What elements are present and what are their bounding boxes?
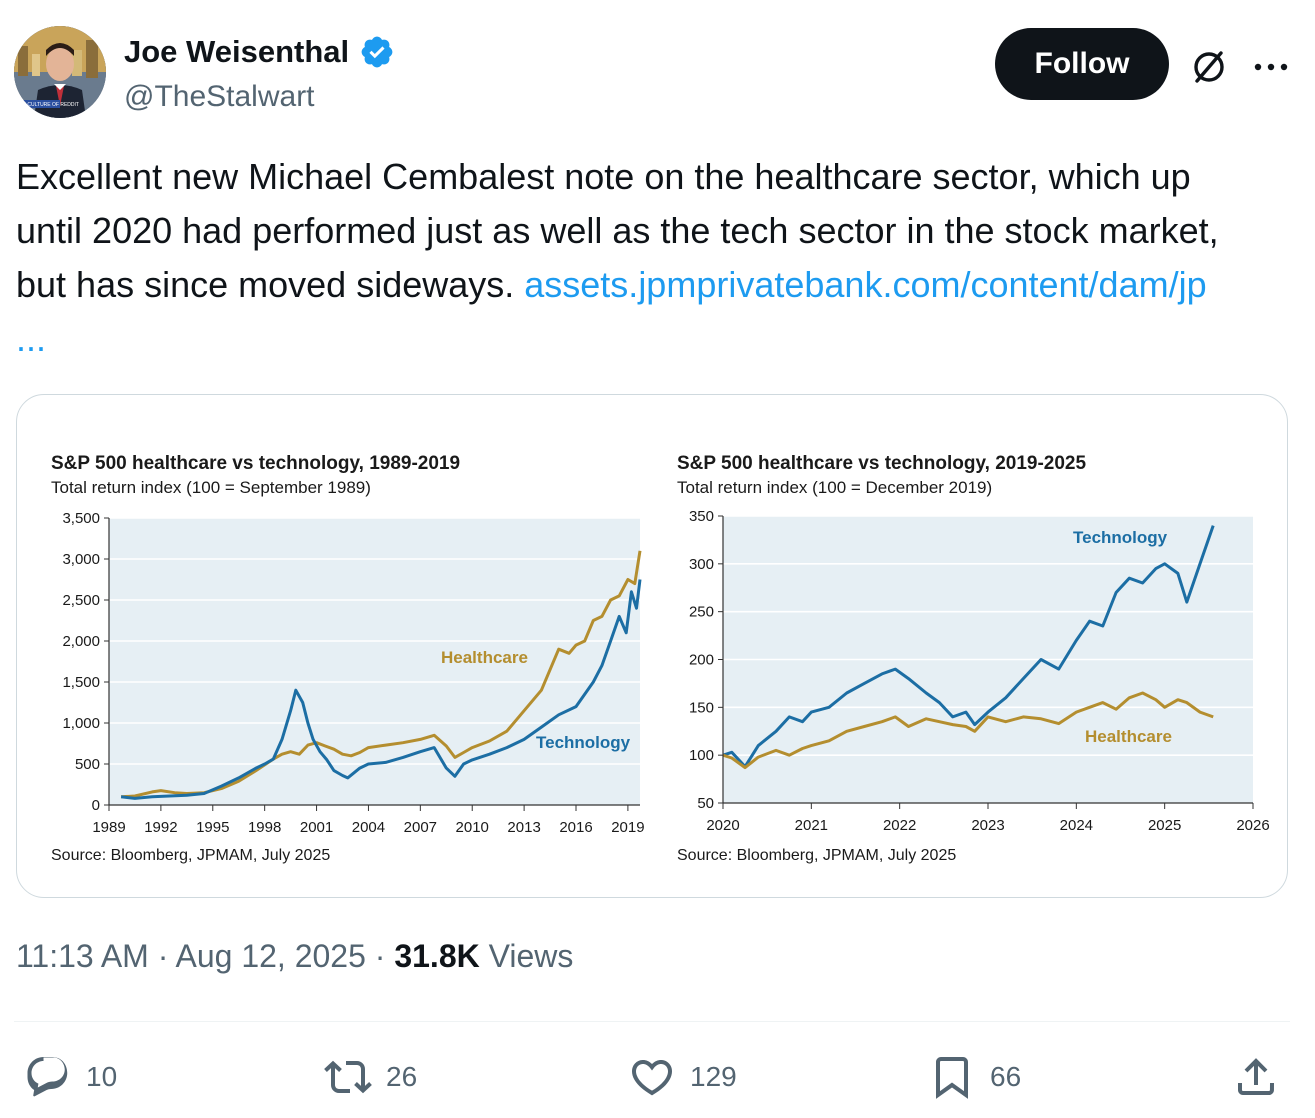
x-tick-label: 2022	[883, 817, 916, 834]
chart-right-source: Source: Bloomberg, JPMAM, July 2025	[677, 847, 956, 864]
chart-left-plot-area	[109, 518, 640, 805]
y-tick-label: 1,000	[62, 715, 100, 732]
display-name[interactable]: Joe Weisenthal	[124, 34, 350, 69]
retweet-button[interactable]: 26	[324, 1044, 417, 1110]
action-bar: 10 26 129 66	[0, 1044, 1315, 1110]
chart-left-subtitle: Total return index (100 = September 1989…	[51, 478, 371, 497]
tweet-text-line-2: until 2020 had performed just as well as…	[16, 210, 1219, 251]
chart-image: S&P 500 healthcare vs technology, 1989-2…	[51, 453, 1270, 864]
y-tick-label: 2,500	[62, 592, 100, 609]
x-tick-label: 2020	[706, 817, 739, 834]
reply-button[interactable]: 10	[24, 1044, 117, 1110]
series-label-technology: Technology	[1073, 528, 1168, 547]
share-button[interactable]	[1232, 1044, 1280, 1110]
like-button[interactable]: 129	[628, 1044, 737, 1110]
x-tick-label: 1989	[92, 819, 125, 836]
x-tick-label: 2004	[352, 819, 385, 836]
tweet-meta: 11:13 AM · Aug 12, 2025 · 31.8K Views	[16, 938, 573, 975]
tweet-text-line-3: but has since moved sideways. assets.jpm…	[16, 258, 1306, 312]
meta-separator: ·	[365, 938, 395, 974]
x-tick-label: 2007	[404, 819, 437, 836]
y-tick-label: 200	[689, 652, 714, 669]
y-tick-label: 150	[689, 699, 714, 716]
y-tick-label: 3,000	[62, 551, 100, 568]
y-tick-label: 350	[689, 508, 714, 525]
x-tick-label: 2016	[559, 819, 592, 836]
series-line-technology	[120, 579, 642, 800]
x-tick-label: 2023	[971, 817, 1004, 834]
retweet-count: 26	[386, 1061, 418, 1092]
chart-right-subtitle: Total return index (100 = December 2019)	[677, 478, 992, 497]
tweet-text: Excellent new Michael Cembalest note on …	[16, 150, 1306, 366]
y-tick-label: 300	[689, 556, 714, 573]
series-line-healthcare	[722, 691, 1214, 770]
bookmark-icon	[936, 1057, 968, 1099]
share-icon	[1238, 1058, 1274, 1095]
y-tick-label: 500	[75, 756, 100, 773]
y-tick-label: 0	[92, 797, 100, 814]
divider	[14, 1021, 1290, 1022]
chart-right-title: S&P 500 healthcare vs technology, 2019-2…	[677, 453, 1086, 474]
views-count: 31.8K	[394, 938, 480, 974]
y-tick-label: 250	[689, 604, 714, 621]
heart-icon	[631, 1060, 673, 1096]
x-tick-label: 2024	[1060, 817, 1093, 834]
x-tick-label: 1992	[144, 819, 177, 836]
series-line-technology	[722, 525, 1215, 769]
bookmark-count: 66	[990, 1061, 1022, 1092]
chart-left-series: Healthcare Technology	[120, 550, 642, 800]
views-label: Views	[479, 938, 574, 974]
handle[interactable]: @TheStalwart	[124, 80, 315, 113]
more-icon[interactable]	[1248, 44, 1294, 90]
chart-left-title: S&P 500 healthcare vs technology, 1989-2…	[51, 453, 460, 474]
chart-left-source: Source: Bloomberg, JPMAM, July 2025	[51, 847, 330, 864]
series-line-healthcare	[121, 550, 642, 799]
meta-separator: ·	[148, 938, 176, 974]
tweet-header: THE CULTURE OF REDDIT Joe Weisenthal @Th…	[14, 26, 1304, 122]
reply-count: 10	[86, 1061, 118, 1092]
tweet-time[interactable]: 11:13 AM	[16, 938, 149, 974]
follow-button[interactable]: Follow	[995, 28, 1169, 100]
x-tick-label: 2013	[507, 819, 540, 836]
x-tick-label: 2001	[300, 819, 333, 836]
tweet-link-ellipsis[interactable]: ...	[16, 318, 47, 359]
grok-icon[interactable]	[1186, 44, 1232, 90]
avatar-caption: THE CULTURE OF REDDIT	[16, 102, 79, 108]
name-row: Joe Weisenthal	[124, 34, 395, 70]
y-tick-label: 50	[697, 795, 714, 812]
tweet-link[interactable]: assets.jpmprivatebank.com/content/dam/jp	[524, 264, 1207, 305]
tweet-date[interactable]: Aug 12, 2025	[175, 938, 366, 974]
chart-right: S&P 500 healthcare vs technology, 2019-2…	[677, 453, 1270, 864]
y-tick-label: 3,500	[62, 510, 100, 527]
chart-right-axes: 50 100 150 200 250 300 350 2020 2021 2022 2023 2024…	[689, 508, 1270, 834]
x-tick-label: 1998	[248, 819, 281, 836]
tweet-text-line-3-content: but has since moved sideways.	[16, 264, 525, 305]
y-tick-label: 100	[689, 747, 714, 764]
chart-right-series: Technology Healthcare	[722, 525, 1215, 770]
x-tick-label: 2025	[1148, 817, 1181, 834]
x-tick-label: 2026	[1236, 817, 1269, 834]
chart-left: S&P 500 healthcare vs technology, 1989-2…	[51, 453, 645, 864]
y-tick-label: 1,500	[62, 674, 100, 691]
x-tick-label: 2019	[611, 819, 644, 836]
tweet-text-line-1: Excellent new Michael Cembalest note on …	[16, 156, 1191, 197]
series-label-technology: Technology	[536, 733, 631, 752]
x-tick-label: 2021	[795, 817, 828, 834]
verified-badge-icon	[361, 36, 393, 68]
y-tick-label: 2,000	[62, 633, 100, 650]
retweet-icon	[324, 1060, 372, 1094]
x-tick-label: 2010	[456, 819, 489, 836]
reply-icon	[27, 1057, 68, 1097]
like-count: 129	[690, 1061, 737, 1092]
tweet-media[interactable]: S&P 500 healthcare vs technology, 1989-2…	[16, 394, 1288, 898]
avatar[interactable]: THE CULTURE OF REDDIT	[14, 26, 106, 118]
series-label-healthcare: Healthcare	[441, 648, 528, 667]
avatar-image: THE CULTURE OF REDDIT	[14, 26, 106, 118]
chart-left-axes: 0 500 1,000 1,500 2,000 2,500 3,000 3,500 1989 19…	[62, 510, 644, 836]
series-label-healthcare: Healthcare	[1085, 727, 1172, 746]
x-tick-label: 1995	[196, 819, 229, 836]
bookmark-button[interactable]: 66	[928, 1044, 1021, 1110]
